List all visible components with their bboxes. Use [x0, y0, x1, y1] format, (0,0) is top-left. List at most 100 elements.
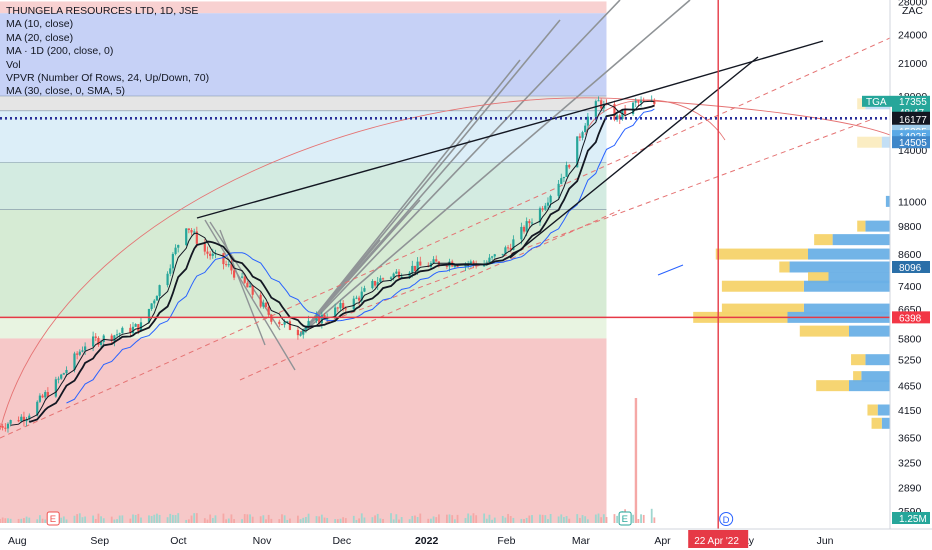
price-tick-label: 5800 — [898, 333, 922, 345]
zone-band — [0, 162, 607, 210]
candle-body — [225, 264, 228, 266]
candle-body — [62, 373, 65, 375]
volume-bar — [578, 517, 581, 523]
candle-body — [288, 321, 292, 330]
time-tick-label: Apr — [654, 535, 671, 547]
time-axis-bg — [0, 529, 932, 550]
volume-bar — [632, 514, 634, 523]
candle-body — [432, 259, 435, 264]
trendline — [509, 56, 759, 259]
candle-body — [469, 261, 472, 264]
legend-ma200[interactable]: MA · 1D (200, close, 0) — [6, 45, 114, 58]
vpvr-up — [721, 280, 804, 292]
candle-body — [110, 335, 113, 341]
volume-bar — [270, 518, 273, 523]
candle-body — [528, 221, 531, 224]
volume-bar — [195, 513, 198, 523]
candle-body — [339, 303, 342, 309]
volume-bar — [485, 518, 488, 523]
volume-bar — [336, 519, 339, 523]
candle-body — [371, 280, 374, 289]
candle-body — [6, 423, 10, 429]
price-tick-label: 9800 — [898, 221, 922, 233]
earnings-marker — [46, 511, 60, 526]
volume-bar — [7, 518, 9, 523]
volume-bar — [262, 515, 265, 523]
candle-body — [203, 243, 206, 252]
vpvr-down — [808, 248, 890, 260]
legend-title: THUNGELA RESOURCES LTD, 1D, JSE — [6, 5, 199, 17]
volume-bar — [488, 514, 491, 523]
volume-bar — [371, 517, 374, 523]
volume-bar — [501, 515, 504, 523]
vpvr-down — [789, 261, 890, 273]
volume-bar — [374, 515, 376, 523]
vpvr-up — [808, 272, 829, 284]
zone-band — [0, 96, 607, 111]
vpvr-down — [803, 303, 890, 315]
earnings-marker-label: E — [50, 514, 56, 525]
volume-tag-text: 1.25M — [899, 514, 927, 525]
vpvr-up — [857, 98, 866, 110]
volume-bar — [102, 518, 105, 523]
candle-body — [549, 195, 552, 203]
volume-bar — [525, 517, 528, 523]
candle-body — [472, 261, 475, 264]
volume-bar — [305, 516, 307, 523]
volume-bar — [148, 515, 150, 523]
candle-body — [586, 116, 589, 126]
symbol-tag-text: TGA — [866, 97, 887, 108]
candle-body — [131, 326, 135, 334]
price-tick-label: 24000 — [898, 29, 927, 41]
price-axis[interactable]: 2800024000210001800014000110009800860074… — [862, 0, 932, 550]
candle-body — [296, 329, 300, 336]
legend-ma10[interactable]: MA (10, close) — [6, 18, 74, 31]
volume-bar — [541, 514, 544, 523]
volume-bar — [153, 514, 156, 523]
volume-bar — [78, 513, 81, 523]
legend-ma20[interactable]: MA (20, close) — [6, 31, 74, 44]
volume-bar — [576, 514, 579, 523]
candle-body — [653, 100, 656, 105]
time-axis[interactable]: AugSepOctNovDec2022FebMarAprMayJun22 Apr… — [0, 528, 932, 550]
candle-body — [639, 100, 643, 103]
candle-body — [565, 165, 568, 177]
legend-ma30[interactable]: MA (30, close, 0, SMA, 5) — [6, 85, 126, 98]
candle-body — [299, 334, 302, 336]
volume-bar — [190, 515, 193, 523]
price-tick-label: 3250 — [898, 457, 922, 469]
legend-vpvr[interactable]: VPVR (Number Of Rows, 24, Up/Down, 70) — [6, 72, 210, 85]
candle-body — [637, 101, 640, 103]
dividend-marker-label: D — [723, 515, 730, 526]
candle-body — [315, 315, 318, 321]
volume-bar — [605, 517, 608, 523]
candle-body — [506, 247, 510, 249]
volume-bar — [265, 519, 267, 523]
candle-body — [621, 109, 624, 120]
arc-line — [584, 99, 726, 141]
volume-bar — [320, 514, 323, 523]
axis-bg — [890, 0, 932, 550]
legend-volume[interactable]: Vol — [6, 58, 21, 71]
fan-line — [299, 0, 691, 336]
volume-bar — [289, 518, 291, 523]
volume-bar — [435, 517, 438, 523]
candle-body — [174, 247, 177, 254]
symbol-tag — [862, 95, 892, 107]
candle-body — [373, 280, 377, 286]
candle-body — [501, 253, 504, 255]
candle-body — [530, 222, 534, 224]
volume-bar — [469, 515, 472, 523]
volume-bar — [222, 513, 225, 523]
candle-body — [84, 346, 87, 351]
volume-bar — [41, 518, 44, 523]
trendline — [619, 40, 824, 101]
volume-bar — [286, 519, 289, 523]
volume-bar — [398, 519, 400, 523]
candle-body — [397, 271, 401, 278]
candle-body — [177, 244, 180, 248]
volume-bar — [84, 516, 87, 523]
candle-body — [102, 335, 105, 342]
candle-body — [36, 401, 39, 416]
